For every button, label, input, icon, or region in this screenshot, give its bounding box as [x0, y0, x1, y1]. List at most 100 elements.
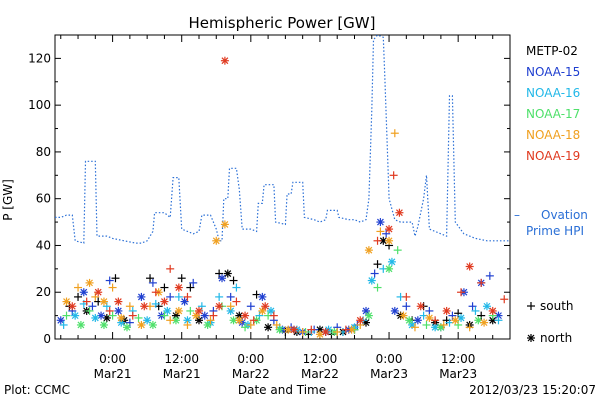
noaa-18-south-point	[272, 320, 281, 329]
noaa-17-south-point	[241, 323, 250, 332]
noaa-18-south-point	[125, 302, 134, 311]
metp-02-south-point	[215, 269, 224, 278]
noaa-15-north-point	[258, 292, 267, 301]
noaa-19-north-point	[140, 302, 149, 311]
legend-item-noaa-19: NOAA-19	[526, 149, 580, 163]
noaa-17-south-point	[134, 313, 143, 322]
noaa-18-north-point	[174, 306, 183, 315]
noaa-16-south-point	[102, 302, 111, 311]
noaa-18-south-point	[439, 320, 448, 329]
noaa-16-north-point	[387, 257, 396, 266]
noaa-18-south-point	[206, 316, 215, 325]
metp-02-south-point	[477, 311, 486, 320]
ovation-layer	[55, 34, 510, 244]
noaa-19-south-point	[105, 306, 114, 315]
noaa-15-south-point	[105, 276, 114, 285]
noaa-17-north-point	[385, 264, 394, 273]
noaa-15-north-point	[218, 274, 227, 283]
noaa-18-north-point	[62, 297, 71, 306]
noaa-19-north-point	[395, 208, 404, 217]
metp-02-north-point	[223, 269, 232, 278]
x-tick-label-date: Mar21	[94, 367, 132, 381]
noaa-18-north-point	[451, 316, 460, 325]
noaa-15-north-point	[56, 316, 65, 325]
noaa-16-south-point	[255, 311, 264, 320]
footer-timestamp: 2012/03/23 15:20:07	[469, 383, 596, 397]
noaa-18-south-point	[333, 327, 342, 336]
noaa-15-north-point	[413, 316, 422, 325]
ovation-hpi-line	[55, 34, 510, 244]
noaa-15-south-point	[370, 269, 379, 278]
noaa-18-north-point	[235, 316, 244, 325]
noaa-19-north-point	[160, 297, 169, 306]
legend-item-noaa-16: NOAA-16	[526, 86, 580, 100]
noaa-15-south-point	[189, 278, 198, 287]
plot-area	[54, 34, 511, 340]
metp-02-south-point	[111, 274, 120, 283]
noaa-18-north-point	[399, 311, 408, 320]
metp-02-south-point	[146, 274, 155, 283]
noaa-18-north-point	[99, 297, 108, 306]
noaa-19-north-point	[321, 327, 330, 336]
noaa-16-north-point	[71, 311, 80, 320]
noaa-17-north-point	[148, 320, 157, 329]
x-tick-label-time: 12:00	[303, 352, 338, 366]
noaa-16-north-point	[163, 306, 172, 315]
noaa-19-south-point	[269, 311, 278, 320]
y-axis-label: P [GW]	[1, 179, 15, 221]
noaa-19-south-point	[128, 311, 137, 320]
x-tick-label-date: Mar23	[439, 367, 477, 381]
noaa-18-north-point	[85, 278, 94, 287]
noaa-15-south-point	[226, 292, 235, 301]
noaa-15-south-point	[382, 229, 391, 238]
noaa-19-north-point	[174, 283, 183, 292]
noaa-19-south-point	[477, 278, 486, 287]
noaa-19-north-point	[94, 288, 103, 297]
legend: METP-02 NOAA-15 NOAA-16 NOAA-17 NOAA-18 NOAA-…	[514, 44, 588, 345]
noaa-17-south-point	[186, 306, 195, 315]
noaa-17-north-point	[275, 325, 284, 334]
x-tick-label-time: 0:00	[99, 352, 126, 366]
noaa-18-north-point	[137, 320, 146, 329]
noaa-17-south-point	[454, 320, 463, 329]
x-tick-label-time: 12:00	[441, 352, 476, 366]
y-tick-label: 20	[36, 285, 51, 299]
x-tick-label-time: 0:00	[237, 352, 264, 366]
noaa-19-north-point	[220, 56, 229, 65]
noaa-19-south-point	[183, 292, 192, 301]
noaa-19-south-point	[82, 297, 91, 306]
noaa-17-north-point	[99, 320, 108, 329]
y-tick-label: 120	[28, 51, 51, 65]
noaa-19-south-point	[373, 236, 382, 245]
noaa-15-south-point	[148, 278, 157, 287]
noaa-19-south-point	[209, 311, 218, 320]
noaa-17-south-point	[85, 306, 94, 315]
legend-item-noaa-18: NOAA-18	[526, 128, 580, 142]
metp-02-south-point	[160, 283, 169, 292]
noaa-15-north-point	[376, 218, 385, 227]
noaa-16-north-point	[367, 276, 376, 285]
metp-02-south-point	[177, 274, 186, 283]
noaa-18-south-point	[226, 302, 235, 311]
noaa-17-south-point	[422, 320, 431, 329]
noaa-18-north-point	[220, 220, 229, 229]
metp-02-north-point	[194, 316, 203, 325]
noaa-15-south-point	[246, 302, 255, 311]
noaa-19-south-point	[232, 297, 241, 306]
x-tick-label-date: Mar21	[163, 367, 201, 381]
noaa-15-south-point	[425, 306, 434, 315]
noaa-16-north-point	[143, 316, 152, 325]
noaa-19-north-point	[465, 262, 474, 271]
x-tick-label-date: Mar22	[301, 367, 339, 381]
noaa-16-south-point	[494, 316, 503, 325]
noaa-16-north-point	[91, 313, 100, 322]
noaa-18-north-point	[212, 236, 221, 245]
legend-marker-label-north: north	[540, 331, 572, 345]
y-axis: 0 20 40 60 80 100 120	[28, 51, 510, 346]
noaa-19-north-point	[261, 302, 270, 311]
noaa-18-north-point	[258, 306, 267, 315]
noaa-15-south-point	[125, 318, 134, 327]
y-tick-label: 0	[43, 332, 51, 346]
noaa-16-north-point	[226, 306, 235, 315]
noaa-18-south-point	[183, 320, 192, 329]
